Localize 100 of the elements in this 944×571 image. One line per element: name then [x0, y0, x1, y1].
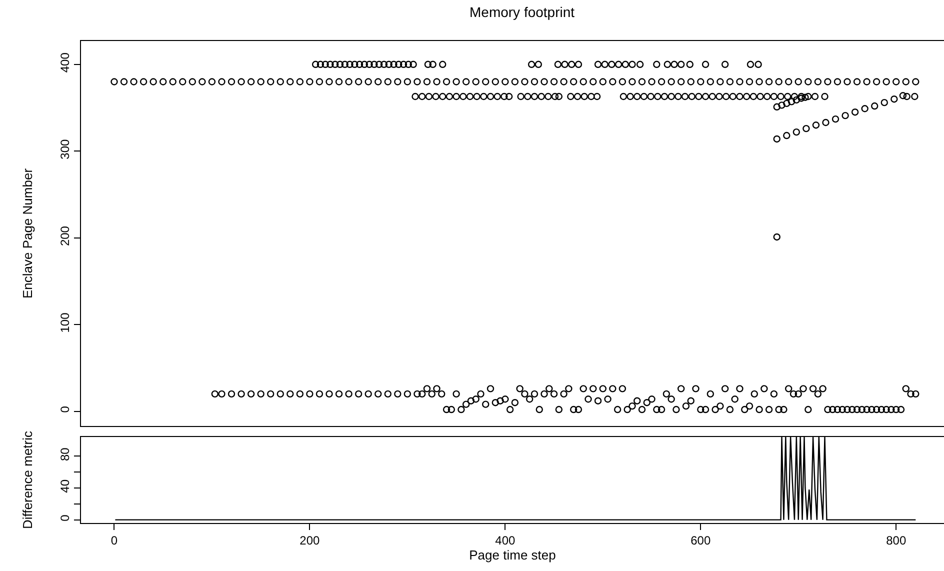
point — [480, 92, 488, 100]
point — [790, 92, 798, 100]
point — [574, 60, 582, 68]
point — [524, 92, 532, 100]
point — [414, 390, 421, 398]
point — [316, 390, 324, 398]
point — [211, 390, 218, 398]
x-tick-label: 200 — [300, 534, 320, 548]
y-tick-label: 300 — [58, 138, 72, 160]
point — [351, 60, 358, 68]
point — [384, 390, 392, 398]
point — [601, 60, 608, 68]
point — [267, 390, 274, 398]
point — [614, 60, 622, 68]
point — [681, 92, 689, 100]
point — [538, 92, 545, 100]
point — [567, 92, 574, 100]
point — [812, 122, 820, 129]
point — [228, 390, 236, 398]
x-tick-label: 0 — [110, 534, 118, 548]
y-tick-label: 0 — [58, 406, 72, 413]
y-tick-label: 100 — [58, 312, 72, 333]
point — [554, 60, 562, 68]
point — [247, 390, 255, 398]
point — [677, 60, 685, 68]
point — [861, 105, 868, 112]
point — [561, 60, 568, 68]
point — [385, 60, 392, 68]
point — [622, 60, 629, 68]
point — [588, 92, 595, 100]
point — [788, 98, 796, 106]
y-tick-label: 80 — [58, 447, 72, 461]
point — [674, 92, 682, 100]
point — [296, 390, 304, 398]
point — [783, 132, 790, 140]
point — [326, 390, 333, 398]
point — [756, 92, 764, 100]
x-tick-label: 400 — [495, 534, 516, 548]
point — [821, 92, 828, 100]
point — [346, 60, 354, 68]
point — [773, 135, 780, 143]
point — [773, 103, 780, 110]
point — [851, 108, 859, 116]
point — [798, 92, 805, 100]
point — [544, 92, 552, 100]
point — [429, 60, 436, 68]
y-tick-label: 400 — [58, 52, 72, 73]
point — [736, 92, 744, 100]
point — [494, 92, 501, 100]
point — [899, 92, 907, 100]
point — [783, 100, 790, 108]
point — [366, 60, 373, 68]
point — [412, 92, 419, 100]
point — [822, 118, 830, 126]
point — [568, 60, 576, 68]
point — [370, 60, 378, 68]
point — [555, 92, 563, 100]
point — [286, 390, 294, 398]
point — [528, 60, 536, 68]
point — [890, 96, 898, 103]
point — [742, 92, 750, 100]
point — [395, 60, 402, 68]
point — [764, 92, 771, 100]
point — [664, 60, 672, 68]
point — [660, 92, 668, 100]
point — [634, 92, 641, 100]
point — [792, 128, 800, 136]
point — [446, 92, 454, 100]
point — [460, 92, 467, 100]
point — [410, 60, 417, 68]
chart-title: Memory footprint — [470, 4, 575, 20]
point — [670, 60, 678, 68]
point — [640, 92, 648, 100]
point — [608, 60, 616, 68]
point — [238, 390, 245, 398]
point — [802, 124, 810, 132]
point — [798, 94, 805, 102]
point — [439, 92, 446, 100]
point — [574, 92, 582, 100]
point — [364, 390, 372, 398]
point — [404, 60, 412, 68]
x-tick-label: 800 — [886, 534, 906, 548]
point — [721, 60, 729, 68]
point — [802, 94, 809, 101]
point — [354, 390, 362, 398]
x-tick-label: 600 — [690, 534, 711, 548]
point — [626, 92, 634, 100]
point — [792, 96, 800, 104]
point — [702, 60, 710, 68]
point — [880, 98, 888, 106]
point — [517, 92, 524, 100]
point — [218, 390, 226, 398]
point — [466, 92, 474, 100]
point — [729, 92, 736, 100]
point — [911, 92, 918, 100]
point — [345, 390, 352, 398]
point — [473, 92, 480, 100]
point — [903, 92, 910, 100]
point — [418, 92, 426, 100]
y-axis-title: Enclave Page Number — [20, 168, 36, 299]
